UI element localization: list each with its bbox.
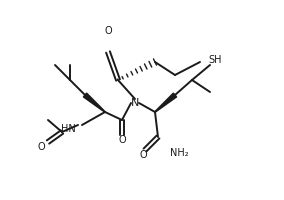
Polygon shape	[155, 93, 177, 112]
Text: O: O	[139, 150, 147, 160]
Text: O: O	[104, 26, 112, 36]
Text: N: N	[131, 98, 139, 108]
Text: HN: HN	[61, 124, 76, 134]
Text: SH: SH	[208, 55, 222, 65]
Text: O: O	[37, 142, 45, 152]
Text: O: O	[118, 135, 126, 145]
Text: NH₂: NH₂	[170, 148, 189, 158]
Polygon shape	[83, 93, 105, 112]
